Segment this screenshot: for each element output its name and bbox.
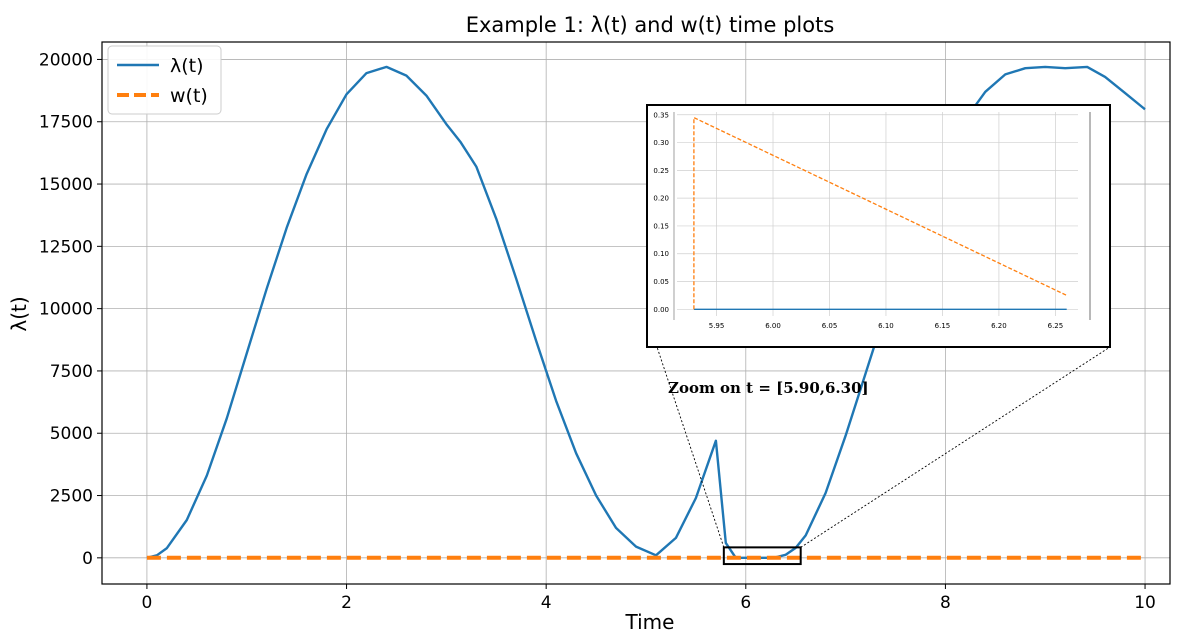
x-tick-label: 0 [142,593,153,613]
zoom-region-box [722,546,802,566]
y-tick-label: 10000 [39,300,93,320]
y-tick-label: 12500 [39,237,93,257]
inset-y-tick-label: 0.35 [653,111,669,119]
inset-x-tick-label: 6.20 [991,322,1007,330]
y-tick-label: 20000 [39,50,93,70]
inset-x-tick-label: 6.25 [1048,322,1064,330]
zoom-connectors [656,346,1111,548]
x-tick-label: 4 [541,593,552,613]
inset-y-tick-label: 0.25 [653,167,669,175]
y-tick-label: 7500 [50,362,93,382]
legend: λ(t) w(t) [107,45,222,115]
inset-x-tick-label: 6.05 [822,322,838,330]
y-tick-label: 5000 [50,424,93,444]
inset-series-line-2 [693,116,1067,310]
y-tick-label: 0 [82,549,93,569]
inset-y-tick-label: 0.30 [653,139,669,147]
legend-label-2: w(t) [170,85,208,107]
inset-x-tick-label: 6.00 [765,322,781,330]
zoom-connector-left [656,346,725,548]
x-tick-label: 8 [940,593,951,613]
zoom-rectangle [722,546,802,566]
inset-y-tick-label: 0.20 [653,195,669,203]
x-tick-label: 2 [341,593,352,613]
x-tick-label: 6 [740,593,751,613]
main-ticks: 0 2 4 6 8 10 0 2500 5000 7500 10000 12500 15000 17500… [39,50,1156,613]
inset-x-tick-label: 5.95 [709,322,725,330]
chart-title: Example 1: λ(t) and w(t) time plots [466,13,835,37]
inset-x-tick-label: 6.10 [878,322,894,330]
zoom-inset: 5.95 6.00 6.05 6.10 6.15 6.20 6.25 0.00 0.05 0.10… [646,104,1111,348]
inset-x-tick-label: 6.15 [935,322,951,330]
y-tick-label: 2500 [50,487,93,507]
x-axis-label: Time [625,610,675,633]
inset-y-tick-label: 0.00 [653,306,669,314]
inset-y-tick-label: 0.10 [653,250,669,258]
inset-y-tick-label: 0.05 [653,278,669,286]
y-tick-label: 15000 [39,175,93,195]
zoom-annotation: Zoom on t = [5.90,6.30] [668,379,869,397]
legend-label-1: λ(t) [170,55,204,77]
zoom-connector-right [800,346,1111,548]
x-tick-label: 10 [1134,593,1156,613]
inset-y-tick-label: 0.15 [653,222,669,230]
y-axis-label: λ(t) [7,296,31,331]
plot-frame [101,41,1171,585]
y-tick-label: 17500 [39,113,93,133]
